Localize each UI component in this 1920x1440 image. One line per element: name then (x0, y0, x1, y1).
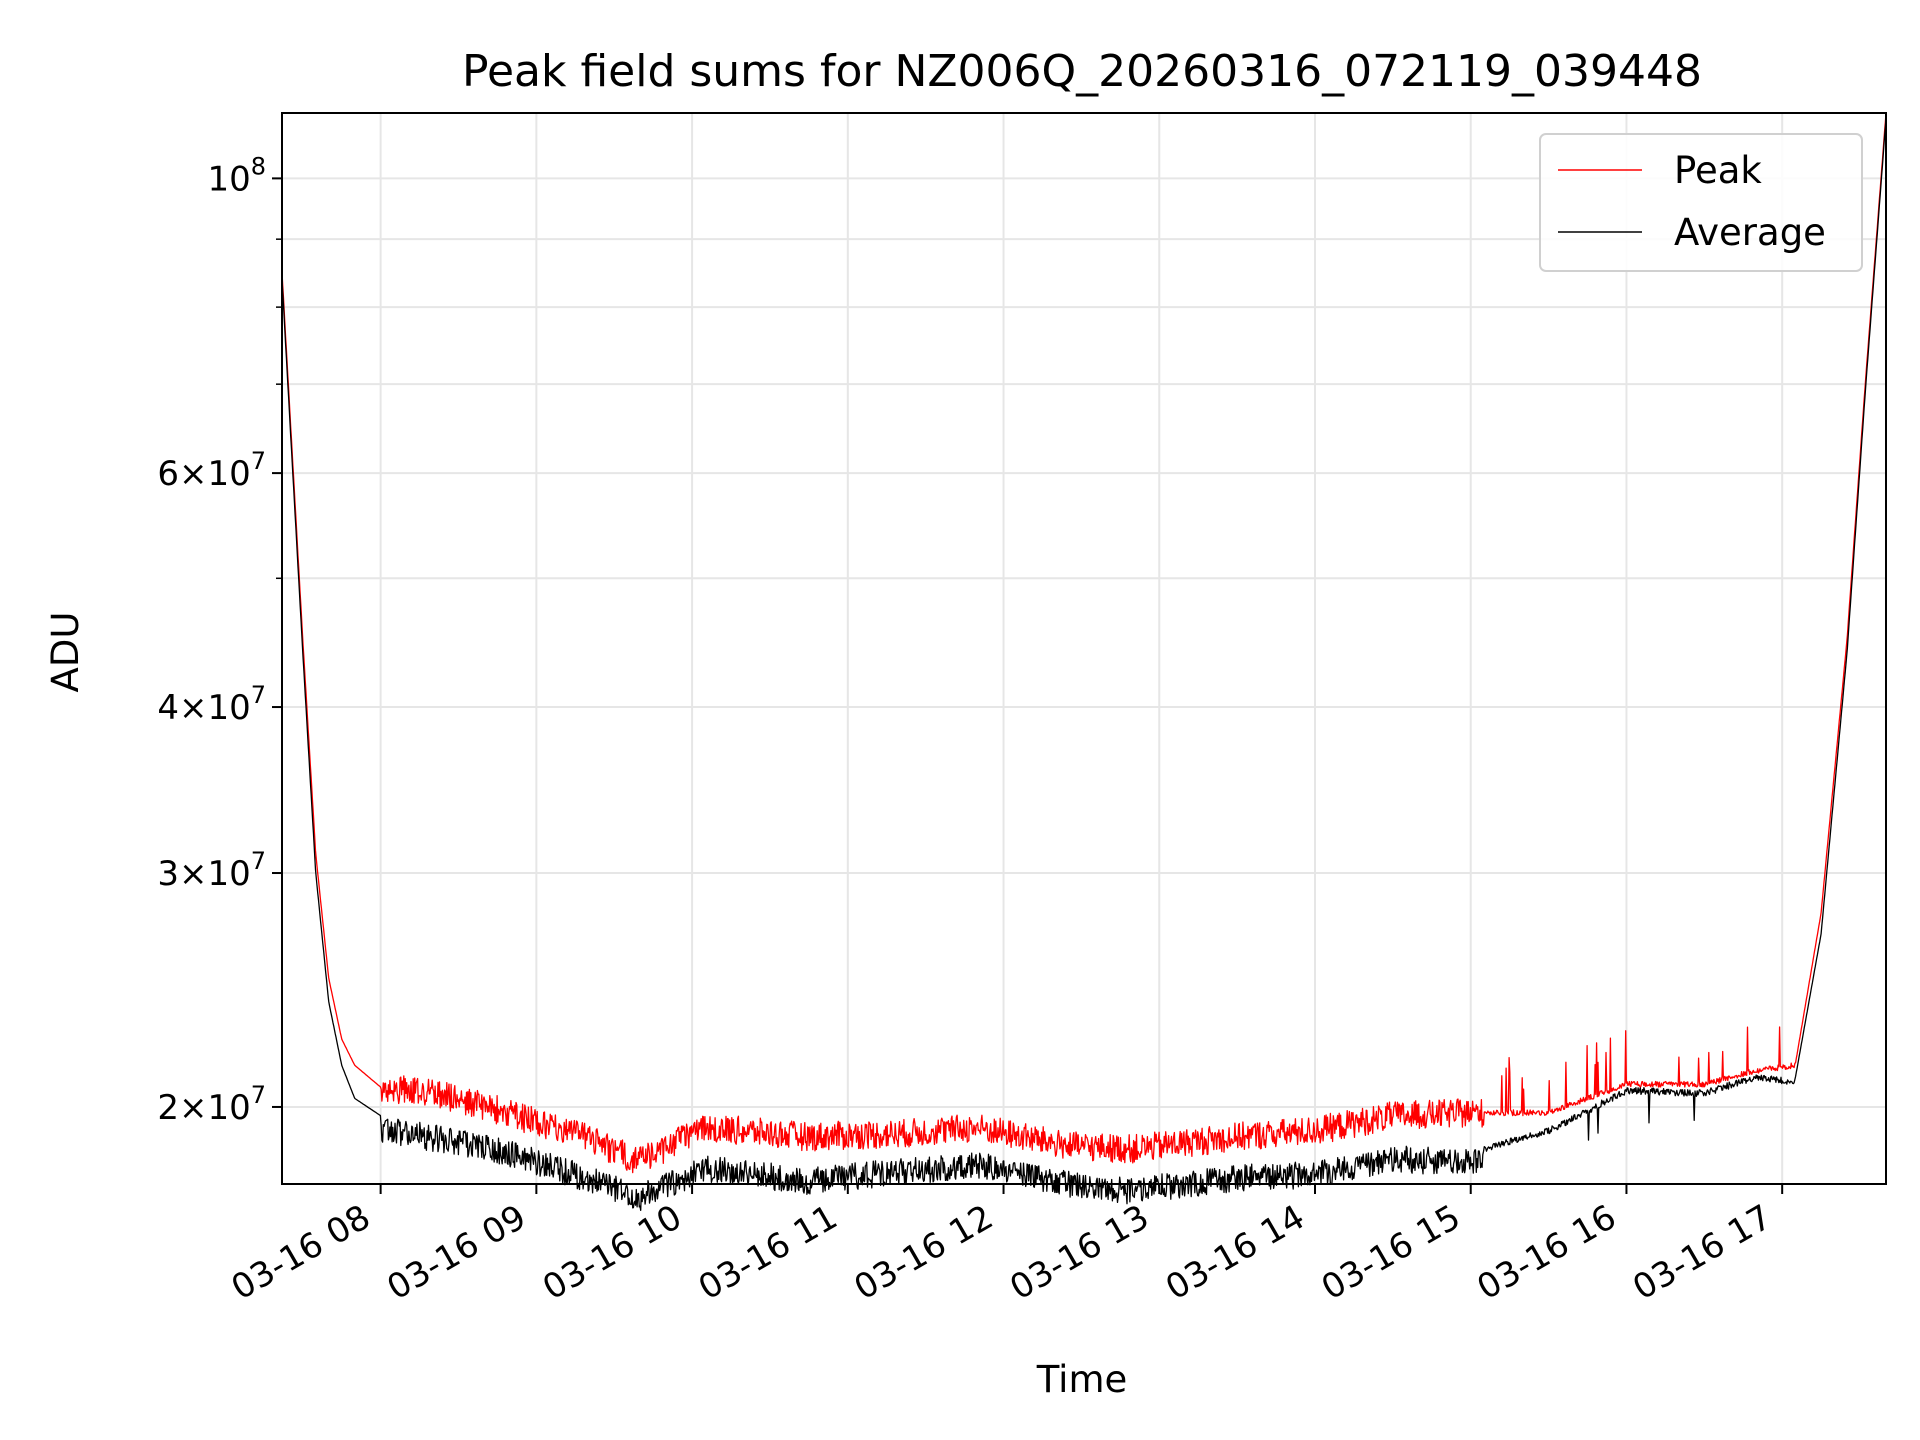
series-line-peak (281, 112, 1887, 1174)
x-axis-label: Time (1036, 1358, 1128, 1401)
y-tick-base: 2×10 (157, 1088, 250, 1128)
plot-frame (281, 112, 1887, 1185)
y-tick-exponent: 7 (251, 681, 266, 709)
legend-peak-label: Peak (1674, 149, 1762, 192)
y-tick-exponent: 7 (251, 1081, 266, 1109)
y-tick-base: 4×10 (157, 688, 250, 728)
series-lines (281, 112, 1887, 1212)
y-tick-label: 108 (207, 152, 266, 199)
y-tick-label: 3×107 (157, 847, 266, 894)
y-tick-base: 10 (207, 159, 250, 199)
y-tick-exponent: 8 (251, 152, 266, 180)
legend: Peak Average (1539, 133, 1863, 272)
legend-average-label: Average (1674, 211, 1826, 254)
y-tick-base: 6×10 (157, 454, 250, 494)
series-line-average (281, 118, 1887, 1212)
y-tick-base: 3×10 (157, 854, 250, 894)
y-tick-label: 2×107 (157, 1081, 266, 1128)
y-axis-label: ADU (44, 612, 87, 693)
legend-box (1539, 133, 1863, 272)
y-tick-exponent: 7 (251, 447, 266, 475)
y-tick-label: 6×107 (157, 447, 266, 494)
chart-title: Peak field sums for NZ006Q_20260316_0721… (462, 46, 1702, 97)
y-tick-label: 4×107 (157, 681, 266, 728)
y-tick-exponent: 7 (251, 847, 266, 875)
